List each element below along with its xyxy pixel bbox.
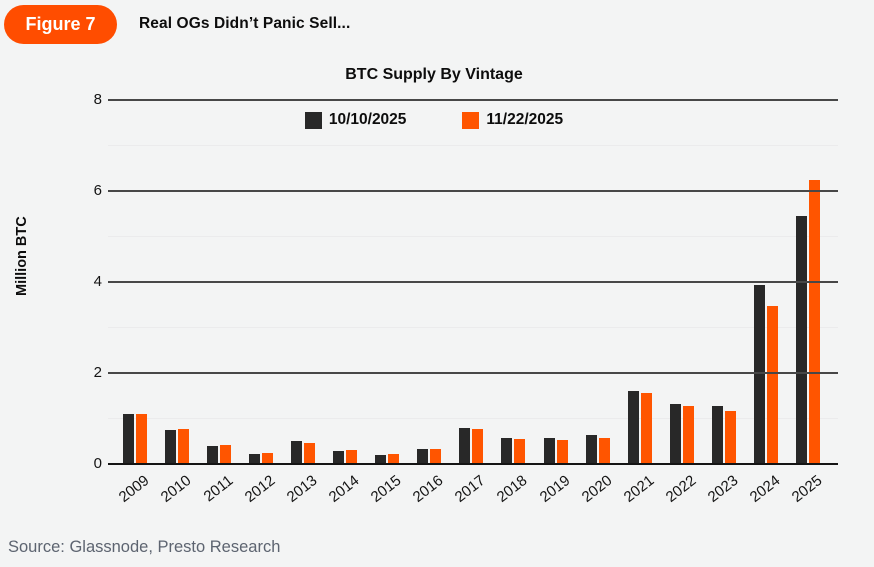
bar-2022-10/10/2025 — [669, 403, 681, 464]
gridline-minor — [108, 418, 838, 419]
x-tick-label: 2019 — [536, 472, 573, 506]
x-tick-label: 2010 — [157, 472, 195, 506]
gridline-major — [108, 99, 838, 101]
legend-label: 10/10/2025 — [328, 111, 407, 128]
figure-badge: Figure 7 — [4, 5, 117, 44]
bar-2017-11/22/2025 — [472, 429, 484, 464]
bar-2019-11/22/2025 — [556, 439, 568, 464]
bar-2012-11/22/2025 — [261, 453, 273, 464]
y-tick-label: 8 — [93, 91, 102, 108]
x-tick-label: 2018 — [494, 472, 531, 506]
bar-2024-11/22/2025 — [767, 306, 778, 464]
x-tick-label: 2014 — [325, 472, 363, 506]
bar-2013-10/10/2025 — [290, 440, 302, 464]
bar-2022-11/22/2025 — [682, 406, 694, 464]
x-tick-label: 2024 — [746, 472, 784, 506]
y-tick-label: 2 — [93, 364, 102, 381]
bar-2024-10/10/2025 — [754, 285, 765, 464]
x-tick-label: 2013 — [283, 472, 321, 506]
gridline-major — [108, 281, 838, 283]
x-tick-label: 2012 — [241, 472, 279, 506]
bar-2021-10/10/2025 — [627, 390, 639, 464]
bar-2020-10/10/2025 — [585, 435, 597, 464]
x-tick-label: 2020 — [578, 472, 616, 506]
bar-2015-11/22/2025 — [388, 454, 400, 464]
y-tick-label: 6 — [93, 182, 102, 199]
bar-2011-10/10/2025 — [206, 445, 218, 464]
x-tick-label: 2016 — [409, 472, 447, 506]
bar-2020-11/22/2025 — [598, 437, 610, 464]
bar-2013-11/22/2025 — [303, 443, 315, 464]
legend-item-series-0: 10/10/2025 — [304, 111, 407, 129]
bar-2017-10/10/2025 — [459, 428, 471, 464]
bar-2016-11/22/2025 — [430, 449, 442, 464]
x-tick-label: 2023 — [704, 472, 742, 506]
bar-2023-10/10/2025 — [711, 406, 723, 464]
y-tick-label: 0 — [93, 455, 102, 472]
bar-2009-11/22/2025 — [135, 413, 147, 464]
legend-label: 11/22/2025 — [486, 111, 564, 128]
bar-2009-10/10/2025 — [122, 413, 134, 464]
bar-2025-11/22/2025 — [809, 180, 821, 464]
bar-2018-10/10/2025 — [501, 438, 513, 464]
gridline-minor — [108, 145, 838, 146]
x-axis-line — [108, 463, 838, 465]
gridline-minor — [108, 236, 838, 237]
gridline-major — [108, 190, 838, 192]
y-axis-label: Million BTC — [14, 216, 30, 296]
legend-swatch-icon — [304, 111, 322, 129]
figure-title: Real OGs Didn’t Panic Sell... — [139, 15, 351, 32]
source-text: Source: Glassnode, Presto Research — [8, 538, 281, 556]
bar-2021-11/22/2025 — [640, 393, 652, 464]
x-tick-label: 2022 — [662, 472, 700, 506]
bar-2019-10/10/2025 — [543, 438, 555, 464]
bar-2023-11/22/2025 — [724, 410, 736, 464]
bar-2025-10/10/2025 — [796, 216, 808, 464]
bar-2012-10/10/2025 — [248, 454, 260, 464]
chart-title: BTC Supply By Vintage — [345, 66, 523, 83]
bar-2010-10/10/2025 — [164, 429, 176, 464]
gridline-minor — [108, 327, 838, 328]
plot-area — [108, 99, 838, 465]
bar-2018-11/22/2025 — [514, 438, 526, 464]
legend-item-series-1: 11/22/2025 — [462, 111, 563, 129]
chart-legend: 10/10/2025 11/22/2025 — [0, 111, 868, 129]
x-tick-label: 2017 — [451, 472, 489, 506]
bar-2016-10/10/2025 — [417, 449, 429, 464]
bar-2010-11/22/2025 — [177, 429, 189, 464]
x-tick-label: 2009 — [115, 472, 152, 506]
bar-2011-11/22/2025 — [219, 445, 231, 464]
figure-badge-label: Figure 7 — [25, 14, 96, 34]
legend-swatch-icon — [462, 111, 480, 129]
y-tick-label: 4 — [93, 273, 102, 290]
x-tick-label: 2011 — [200, 472, 237, 506]
x-tick-label: 2025 — [788, 472, 826, 506]
bar-2015-10/10/2025 — [375, 454, 387, 464]
x-tick-label: 2021 — [620, 472, 658, 506]
gridline-major — [108, 372, 838, 374]
bar-2014-11/22/2025 — [346, 450, 357, 464]
bar-2014-10/10/2025 — [333, 450, 344, 464]
x-tick-label: 2015 — [367, 472, 405, 506]
